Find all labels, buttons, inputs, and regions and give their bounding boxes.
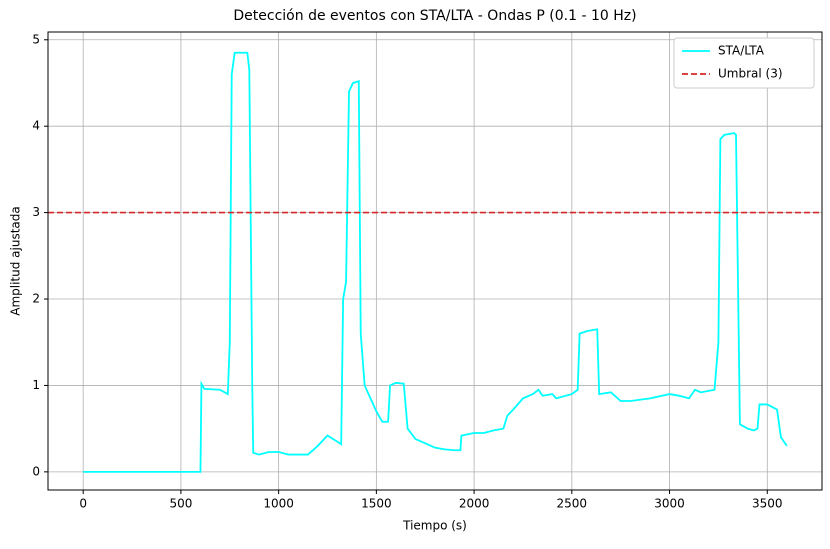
x-tick-label: 500: [169, 497, 192, 511]
plot-frame: [47, 31, 823, 491]
x-tick-label: 3500: [752, 497, 783, 511]
y-tick-label: 1: [32, 378, 40, 392]
y-tick-label: 0: [32, 464, 40, 478]
x-tick-label: 0: [79, 497, 87, 511]
x-tick-label: 1500: [361, 497, 392, 511]
x-tick-label: 2000: [459, 497, 490, 511]
x-tick-label: 3000: [654, 497, 685, 511]
legend-label: Umbral (3): [718, 67, 783, 81]
x-tick-label: 1000: [263, 497, 294, 511]
y-tick-label: 2: [32, 292, 40, 306]
y-tick-label: 5: [32, 32, 40, 46]
legend-label: STA/LTA: [718, 44, 765, 58]
x-tick-label: 2500: [557, 497, 588, 511]
y-tick-label: 4: [32, 119, 40, 133]
y-tick-label: 3: [32, 205, 40, 219]
x-axis-label: Tiempo (s): [402, 519, 467, 533]
chart-title: Detección de eventos con STA/LTA - Ondas…: [233, 8, 636, 24]
data-line: [83, 51, 788, 473]
y-axis-label: Amplitud ajustada: [9, 206, 23, 316]
